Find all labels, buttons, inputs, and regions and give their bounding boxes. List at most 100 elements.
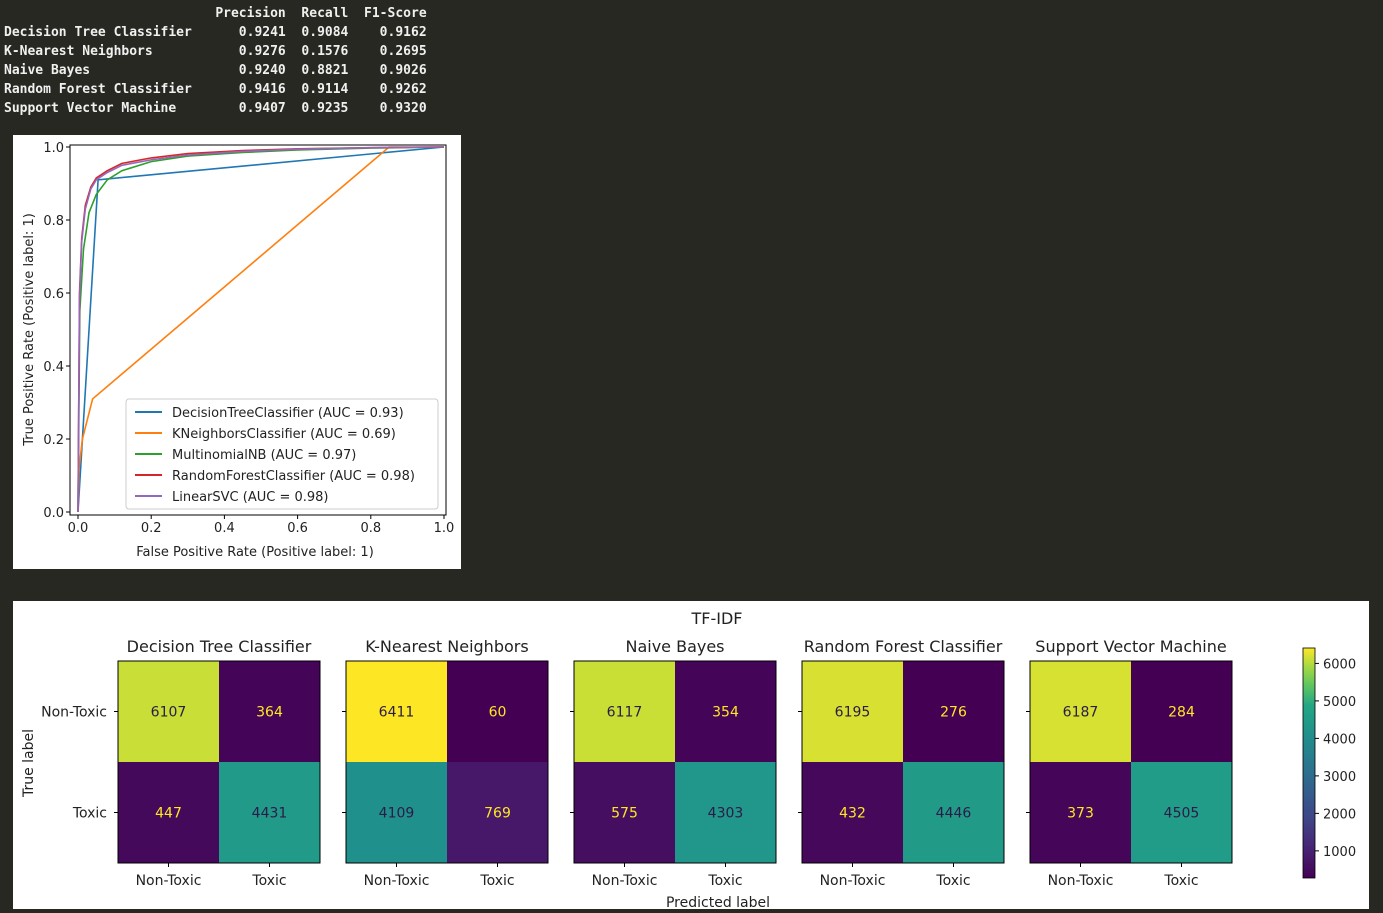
matrix-cell-value: 4431 <box>252 806 288 822</box>
x-tick-label: Non-Toxic <box>820 873 886 889</box>
roc-y-axis-label: True Positive Rate (Positive label: 1) <box>22 213 37 447</box>
matrix-cell <box>219 762 320 863</box>
matrix-cell <box>1030 661 1131 762</box>
matrix-title: Random Forest Classifier <box>804 637 1003 656</box>
matrix-cell <box>447 762 548 863</box>
matrix-cell-value: 364 <box>256 705 283 721</box>
roc-series-line <box>77 146 445 513</box>
matrix-cell-value: 60 <box>489 705 507 721</box>
matrix-frame <box>1029 660 1233 864</box>
confusion-matrix: Random Forest Classifier 6195 276 432 4446 No… <box>798 637 1005 889</box>
x-tick-label: 1.0 <box>434 521 455 536</box>
matrix-cell-value: 276 <box>940 705 967 721</box>
x-tick-label: Toxic <box>707 873 742 889</box>
legend-entry: DecisionTreeClassifier (AUC = 0.93) <box>172 406 404 421</box>
matrix-cell-value: 6117 <box>607 705 643 721</box>
confusion-matrix: K-Nearest Neighbors 6411 60 4109 769 Non-Toxi… <box>342 637 549 889</box>
matrix-frame <box>345 660 549 864</box>
matrix-cell-value: 6187 <box>1063 705 1099 721</box>
roc-curve-figure: 0.0 0.0 0.2 0.2 0.4 0.4 0.6 0.6 0.8 0.8 1.0 1.0 Fals… <box>13 135 461 569</box>
y-tick-label: Non-Toxic <box>41 705 107 721</box>
x-tick-label: 0.4 <box>214 521 235 536</box>
colorbar-tick-label: 6000 <box>1323 657 1356 672</box>
matrix-title: Naive Bayes <box>625 637 724 656</box>
roc-x-axis-label: False Positive Rate (Positive label: 1) <box>136 545 374 560</box>
matrix-cell-value: 4303 <box>708 806 744 822</box>
x-tick-label: Non-Toxic <box>592 873 658 889</box>
legend-entry: MultinomialNB (AUC = 0.97) <box>172 448 356 463</box>
matrix-cell <box>1131 661 1232 762</box>
x-tick-label: 0.2 <box>141 521 162 536</box>
matrix-cell <box>802 661 903 762</box>
matrix-title: Support Vector Machine <box>1035 637 1226 656</box>
colorbar-tick-label: 3000 <box>1323 770 1356 785</box>
x-tick-label: 0.8 <box>360 521 381 536</box>
matrix-cell-value: 432 <box>839 806 866 822</box>
x-tick-label: Toxic <box>935 873 970 889</box>
matrix-cell-value: 4446 <box>936 806 972 822</box>
metrics-row: Naive Bayes 0.9240 0.8821 0.9026 <box>4 63 427 78</box>
roc-curve-chart: 0.0 0.0 0.2 0.2 0.4 0.4 0.6 0.6 0.8 0.8 1.0 1.0 Fals… <box>22 141 455 560</box>
x-tick-label: Non-Toxic <box>136 873 202 889</box>
colorbar-tick-label: 5000 <box>1323 695 1356 710</box>
colorbar-tick-label: 1000 <box>1323 845 1356 860</box>
cm-x-axis-label: Predicted label <box>666 895 770 909</box>
matrix-cell <box>118 661 219 762</box>
y-tick-label: 1.0 <box>43 141 64 156</box>
cm-y-axis-label: True label <box>21 729 37 798</box>
matrix-title: K-Nearest Neighbors <box>365 637 528 656</box>
y-tick-label: 0.2 <box>43 433 64 448</box>
legend-entry: RandomForestClassifier (AUC = 0.98) <box>172 469 415 484</box>
x-tick-label: Non-Toxic <box>364 873 430 889</box>
matrix-cell-value: 284 <box>1168 705 1195 721</box>
confusion-matrix: Naive Bayes 6117 354 575 4303 Non-Toxic Toxic <box>570 637 777 889</box>
matrix-cell <box>903 762 1004 863</box>
matrix-cell <box>675 661 776 762</box>
matrix-cell-value: 4505 <box>1164 806 1200 822</box>
roc-series-line <box>77 146 445 513</box>
matrix-cell <box>118 762 219 863</box>
legend-entry: LinearSVC (AUC = 0.98) <box>172 490 329 505</box>
confusion-matrix: Support Vector Machine 6187 284 373 4505 Non-… <box>1026 637 1233 889</box>
legend-box <box>125 398 439 510</box>
roc-plot-frame <box>69 144 447 516</box>
matrix-cell-value: 354 <box>712 705 739 721</box>
matrix-cell <box>346 762 447 863</box>
metrics-row: K-Nearest Neighbors 0.9276 0.1576 0.2695 <box>4 44 427 59</box>
x-tick-label: Toxic <box>479 873 514 889</box>
roc-legend: DecisionTreeClassifier (AUC = 0.93) KNeig… <box>125 398 439 510</box>
matrix-cell <box>574 661 675 762</box>
metrics-row: Support Vector Machine 0.9407 0.9235 0.9… <box>4 101 427 116</box>
y-tick-label: 0.8 <box>43 214 64 229</box>
matrix-cell <box>219 661 320 762</box>
y-tick-label: 0.0 <box>43 506 64 521</box>
matrix-cell <box>1030 762 1131 863</box>
matrix-frame <box>801 660 1005 864</box>
matrix-cell <box>447 661 548 762</box>
matrix-cell-value: 447 <box>155 806 182 822</box>
metrics-row: Random Forest Classifier 0.9416 0.9114 0… <box>4 82 427 97</box>
confusion-matrix: Decision Tree Classifier 6107 364 447 4431 No… <box>41 637 321 889</box>
matrix-cell <box>903 661 1004 762</box>
matrix-cell-value: 575 <box>611 806 638 822</box>
matrix-cell-value: 6411 <box>379 705 415 721</box>
matrix-cell <box>346 661 447 762</box>
matrix-cell-value: 6107 <box>151 705 187 721</box>
y-tick-label: 0.4 <box>43 360 64 375</box>
matrix-cell <box>1131 762 1232 863</box>
matrix-cell-value: 373 <box>1067 806 1094 822</box>
metrics-row: Decision Tree Classifier 0.9241 0.9084 0… <box>4 25 427 40</box>
y-tick-label: 0.6 <box>43 287 64 302</box>
x-tick-label: 0.6 <box>287 521 308 536</box>
confusion-matrix-figure: TF-IDF Decision Tree Classifier 6107 364 447… <box>13 601 1369 911</box>
colorbar <box>1302 647 1316 879</box>
matrix-frame <box>573 660 777 864</box>
confusion-matrix-chart: TF-IDF Decision Tree Classifier 6107 364 447… <box>21 609 1356 911</box>
matrix-cell-value: 4109 <box>379 806 415 822</box>
x-tick-label: 0.0 <box>68 521 89 536</box>
matrix-cell-value: 769 <box>484 806 511 822</box>
cm-suptitle: TF-IDF <box>691 609 743 628</box>
colorbar-tick-label: 4000 <box>1323 732 1356 747</box>
matrix-cell <box>802 762 903 863</box>
matrix-frame <box>117 660 321 864</box>
